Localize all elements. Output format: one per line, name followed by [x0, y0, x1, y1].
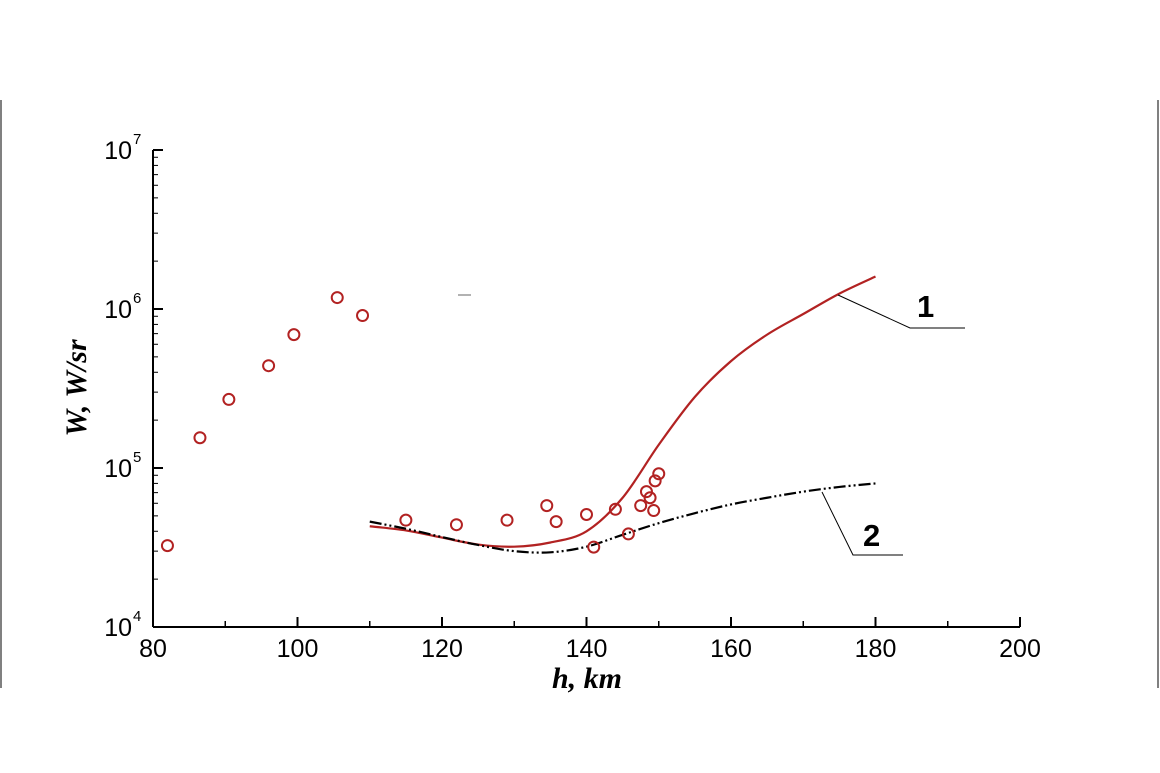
data-point-marker [449, 518, 463, 532]
data-point-marker [652, 467, 666, 481]
data-point-marker [160, 539, 174, 553]
x-axis-title: h, km [552, 662, 622, 695]
data-point-marker [643, 491, 657, 505]
data-point-marker [356, 309, 370, 323]
x-tick-label: 200 [999, 635, 1041, 663]
data-point-marker [500, 513, 514, 527]
data-point-marker [222, 392, 236, 406]
y-tick-label-base: 10 [104, 614, 132, 642]
x-tick-label: 120 [421, 635, 463, 663]
data-point-marker [330, 291, 344, 305]
data-point-marker [549, 515, 563, 529]
y-tick-label-exponent: 4 [133, 608, 141, 625]
x-tick-label: 160 [710, 635, 752, 663]
y-tick-label-exponent: 7 [133, 131, 141, 148]
curve-2-label: 2 [863, 518, 880, 553]
data-point-marker [634, 499, 648, 513]
curve-1-label: 1 [917, 289, 934, 324]
data-point-marker [193, 431, 207, 445]
x-tick-label: 80 [139, 635, 167, 663]
data-point-marker [399, 513, 413, 527]
data-point-marker [287, 328, 301, 342]
y-tick-label-base: 10 [104, 296, 132, 324]
y-axis-title: W, W/sr [60, 339, 93, 437]
y-tick-label-base: 10 [104, 137, 132, 165]
x-ticks: 80 100 120 140 160 180 200 [139, 617, 1041, 663]
data-point-marker [580, 507, 593, 521]
y-tick-label-exponent: 6 [133, 290, 141, 307]
data-point-marker [262, 359, 276, 373]
data-point-marker [648, 474, 662, 488]
data-point-marker [621, 527, 635, 541]
curves [369, 275, 876, 554]
x-tick-label: 140 [566, 635, 608, 663]
data-point-marker [587, 540, 601, 554]
data-point-marker [608, 502, 622, 516]
markers [160, 291, 666, 554]
y-tick-label-base: 10 [104, 455, 132, 483]
curve-2-leader [821, 491, 903, 556]
series-1-line [369, 275, 876, 548]
series-2-line [369, 482, 876, 554]
curve-1-leader [837, 294, 965, 329]
x-tick-label: 180 [855, 635, 897, 663]
data-point-marker [647, 504, 661, 518]
y-tick-label-exponent: 5 [133, 449, 141, 466]
x-tick-label: 100 [277, 635, 319, 663]
data-point-marker [540, 499, 554, 513]
